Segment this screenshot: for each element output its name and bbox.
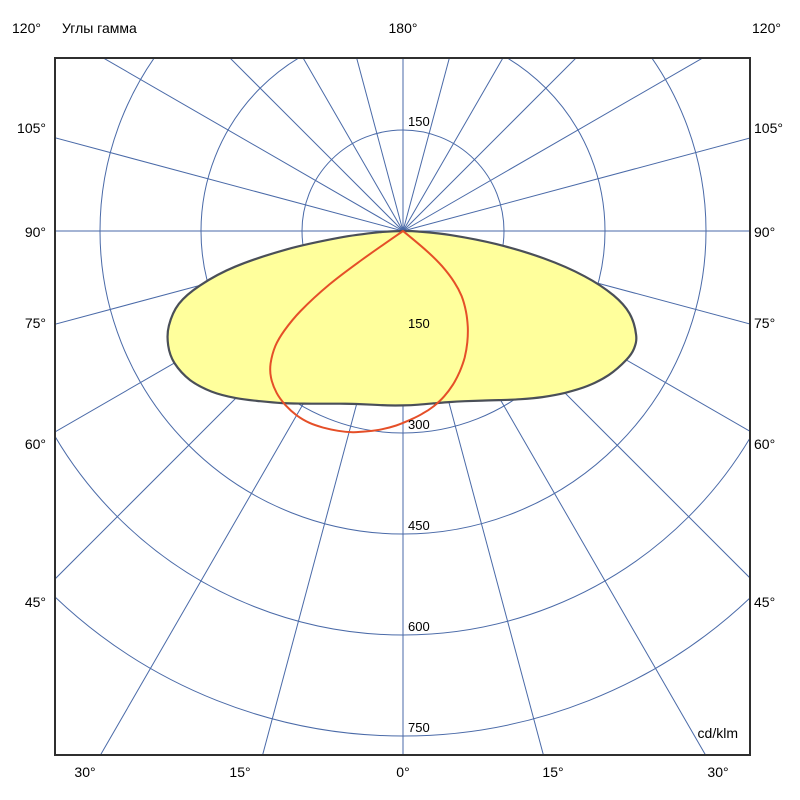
gamma-label-top-left: 120° xyxy=(12,20,41,36)
ring-value-labels: 150 300 450 600 750 150 xyxy=(408,114,430,735)
gamma-label-left-45: 45° xyxy=(24,594,46,610)
gamma-label-bottom-30-right: 30° xyxy=(707,764,729,780)
series-yellow_filled_lobe xyxy=(166,229,638,407)
gamma-label-top-right: 120° xyxy=(752,20,781,36)
series-red_loop xyxy=(269,230,469,434)
unit-label: cd/klm xyxy=(697,725,738,741)
chart-title: Углы гамма xyxy=(62,20,137,36)
gamma-label-left-90: 90° xyxy=(24,224,46,240)
gamma-label-top-center: 180° xyxy=(388,20,418,36)
svg-text:300: 300 xyxy=(408,417,430,432)
gamma-label-left-60: 60° xyxy=(24,436,46,452)
svg-text:750: 750 xyxy=(408,720,430,735)
gamma-label-left-75: 75° xyxy=(24,315,46,331)
svg-text:600: 600 xyxy=(408,619,430,634)
gamma-label-right-45: 45° xyxy=(754,594,776,610)
gamma-label-bottom-15-left: 15° xyxy=(229,764,251,780)
svg-text:450: 450 xyxy=(408,518,430,533)
ring-grid-circles xyxy=(55,58,750,737)
gamma-label-right-75: 75° xyxy=(754,315,776,331)
gamma-label-left-105: 105° xyxy=(17,120,46,136)
gamma-label-right-60: 60° xyxy=(754,436,776,452)
svg-text:150: 150 xyxy=(408,114,430,129)
gamma-label-bottom-15-right: 15° xyxy=(542,764,564,780)
gamma-label-bottom-30-left: 30° xyxy=(74,764,96,780)
gamma-label-bottom-0: 0° xyxy=(396,764,410,780)
gamma-label-right-105: 105° xyxy=(754,120,783,136)
chart-frame xyxy=(54,57,751,756)
svg-text:150: 150 xyxy=(408,316,430,331)
gamma-label-right-90: 90° xyxy=(754,224,776,240)
